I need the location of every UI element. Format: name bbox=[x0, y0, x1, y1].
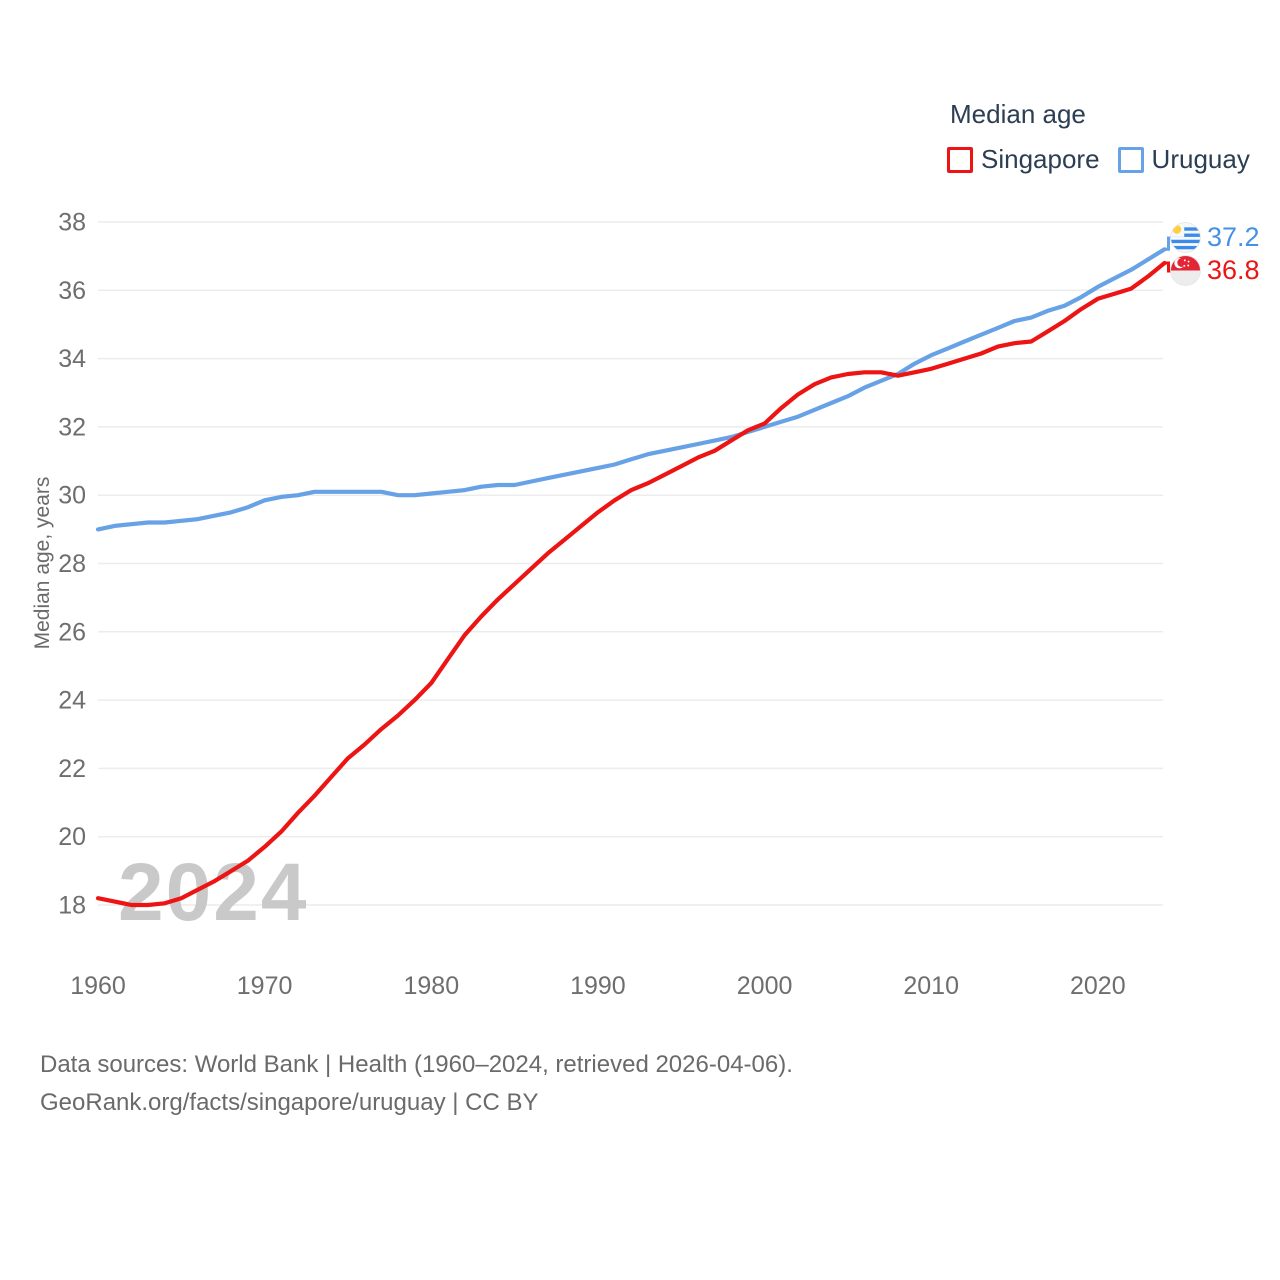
y-tick-label: 18 bbox=[58, 892, 86, 920]
legend-label-uruguay[interactable]: Uruguay bbox=[1151, 144, 1250, 174]
y-tick-label: 28 bbox=[58, 550, 86, 578]
singapore-leader-line bbox=[1164, 261, 1171, 273]
x-tick-label: 2020 bbox=[1070, 972, 1126, 1000]
x-tick-label: 2010 bbox=[903, 972, 959, 1000]
legend-swatch-singapore[interactable] bbox=[947, 146, 973, 173]
legend: Median age Singapore Uruguay bbox=[947, 99, 1250, 175]
y-tick-label: 34 bbox=[58, 345, 86, 373]
singapore-line[interactable] bbox=[95, 260, 1167, 908]
series-lines bbox=[95, 236, 1171, 908]
y-tick-label: 38 bbox=[58, 209, 86, 237]
x-tick-label: 1990 bbox=[570, 972, 626, 1000]
uruguay-line[interactable] bbox=[95, 247, 1167, 532]
y-axis-title: Median age, years bbox=[31, 476, 54, 650]
y-tick-label: 32 bbox=[58, 413, 86, 441]
footer: Data sources: World Bank | Health (1960–… bbox=[40, 1046, 793, 1122]
footer-attribution[interactable]: GeoRank.org/facts/singapore/uruguay | CC… bbox=[40, 1089, 539, 1116]
uruguay-leader-line bbox=[1164, 236, 1171, 251]
y-tick-label: 22 bbox=[58, 755, 86, 783]
legend-row: Singapore Uruguay bbox=[947, 144, 1250, 175]
legend-swatch-uruguay[interactable] bbox=[1117, 146, 1144, 173]
singapore-flag-icon bbox=[1170, 255, 1201, 286]
x-tick-label: 2000 bbox=[737, 972, 793, 1000]
axis-tick-labels: 18 20 22 24 26 28 30 32 34 36 38 1960 1970 1980 1990 20… bbox=[58, 209, 1125, 1001]
x-tick-label: 1980 bbox=[403, 972, 459, 1000]
legend-label-singapore[interactable]: Singapore bbox=[981, 144, 1100, 174]
y-tick-label: 24 bbox=[58, 687, 86, 715]
y-tick-label: 26 bbox=[58, 618, 86, 646]
uruguay-flag-icon bbox=[1170, 222, 1201, 253]
end-label-singapore: 36.8 bbox=[1170, 255, 1260, 286]
y-tick-label: 36 bbox=[58, 277, 86, 305]
y-tick-label: 20 bbox=[58, 823, 86, 851]
end-value-singapore: 36.8 bbox=[1207, 255, 1260, 285]
x-tick-label: 1970 bbox=[237, 972, 293, 1000]
y-tick-label: 30 bbox=[58, 482, 86, 510]
legend-title: Median age bbox=[950, 99, 1086, 129]
end-label-uruguay: 37.2 bbox=[1170, 222, 1260, 253]
x-tick-label: 1960 bbox=[70, 972, 126, 1000]
end-value-uruguay: 37.2 bbox=[1207, 222, 1260, 252]
footer-sources: Data sources: World Bank | Health (1960–… bbox=[40, 1051, 793, 1078]
watermark-year: 2024 bbox=[118, 847, 308, 938]
